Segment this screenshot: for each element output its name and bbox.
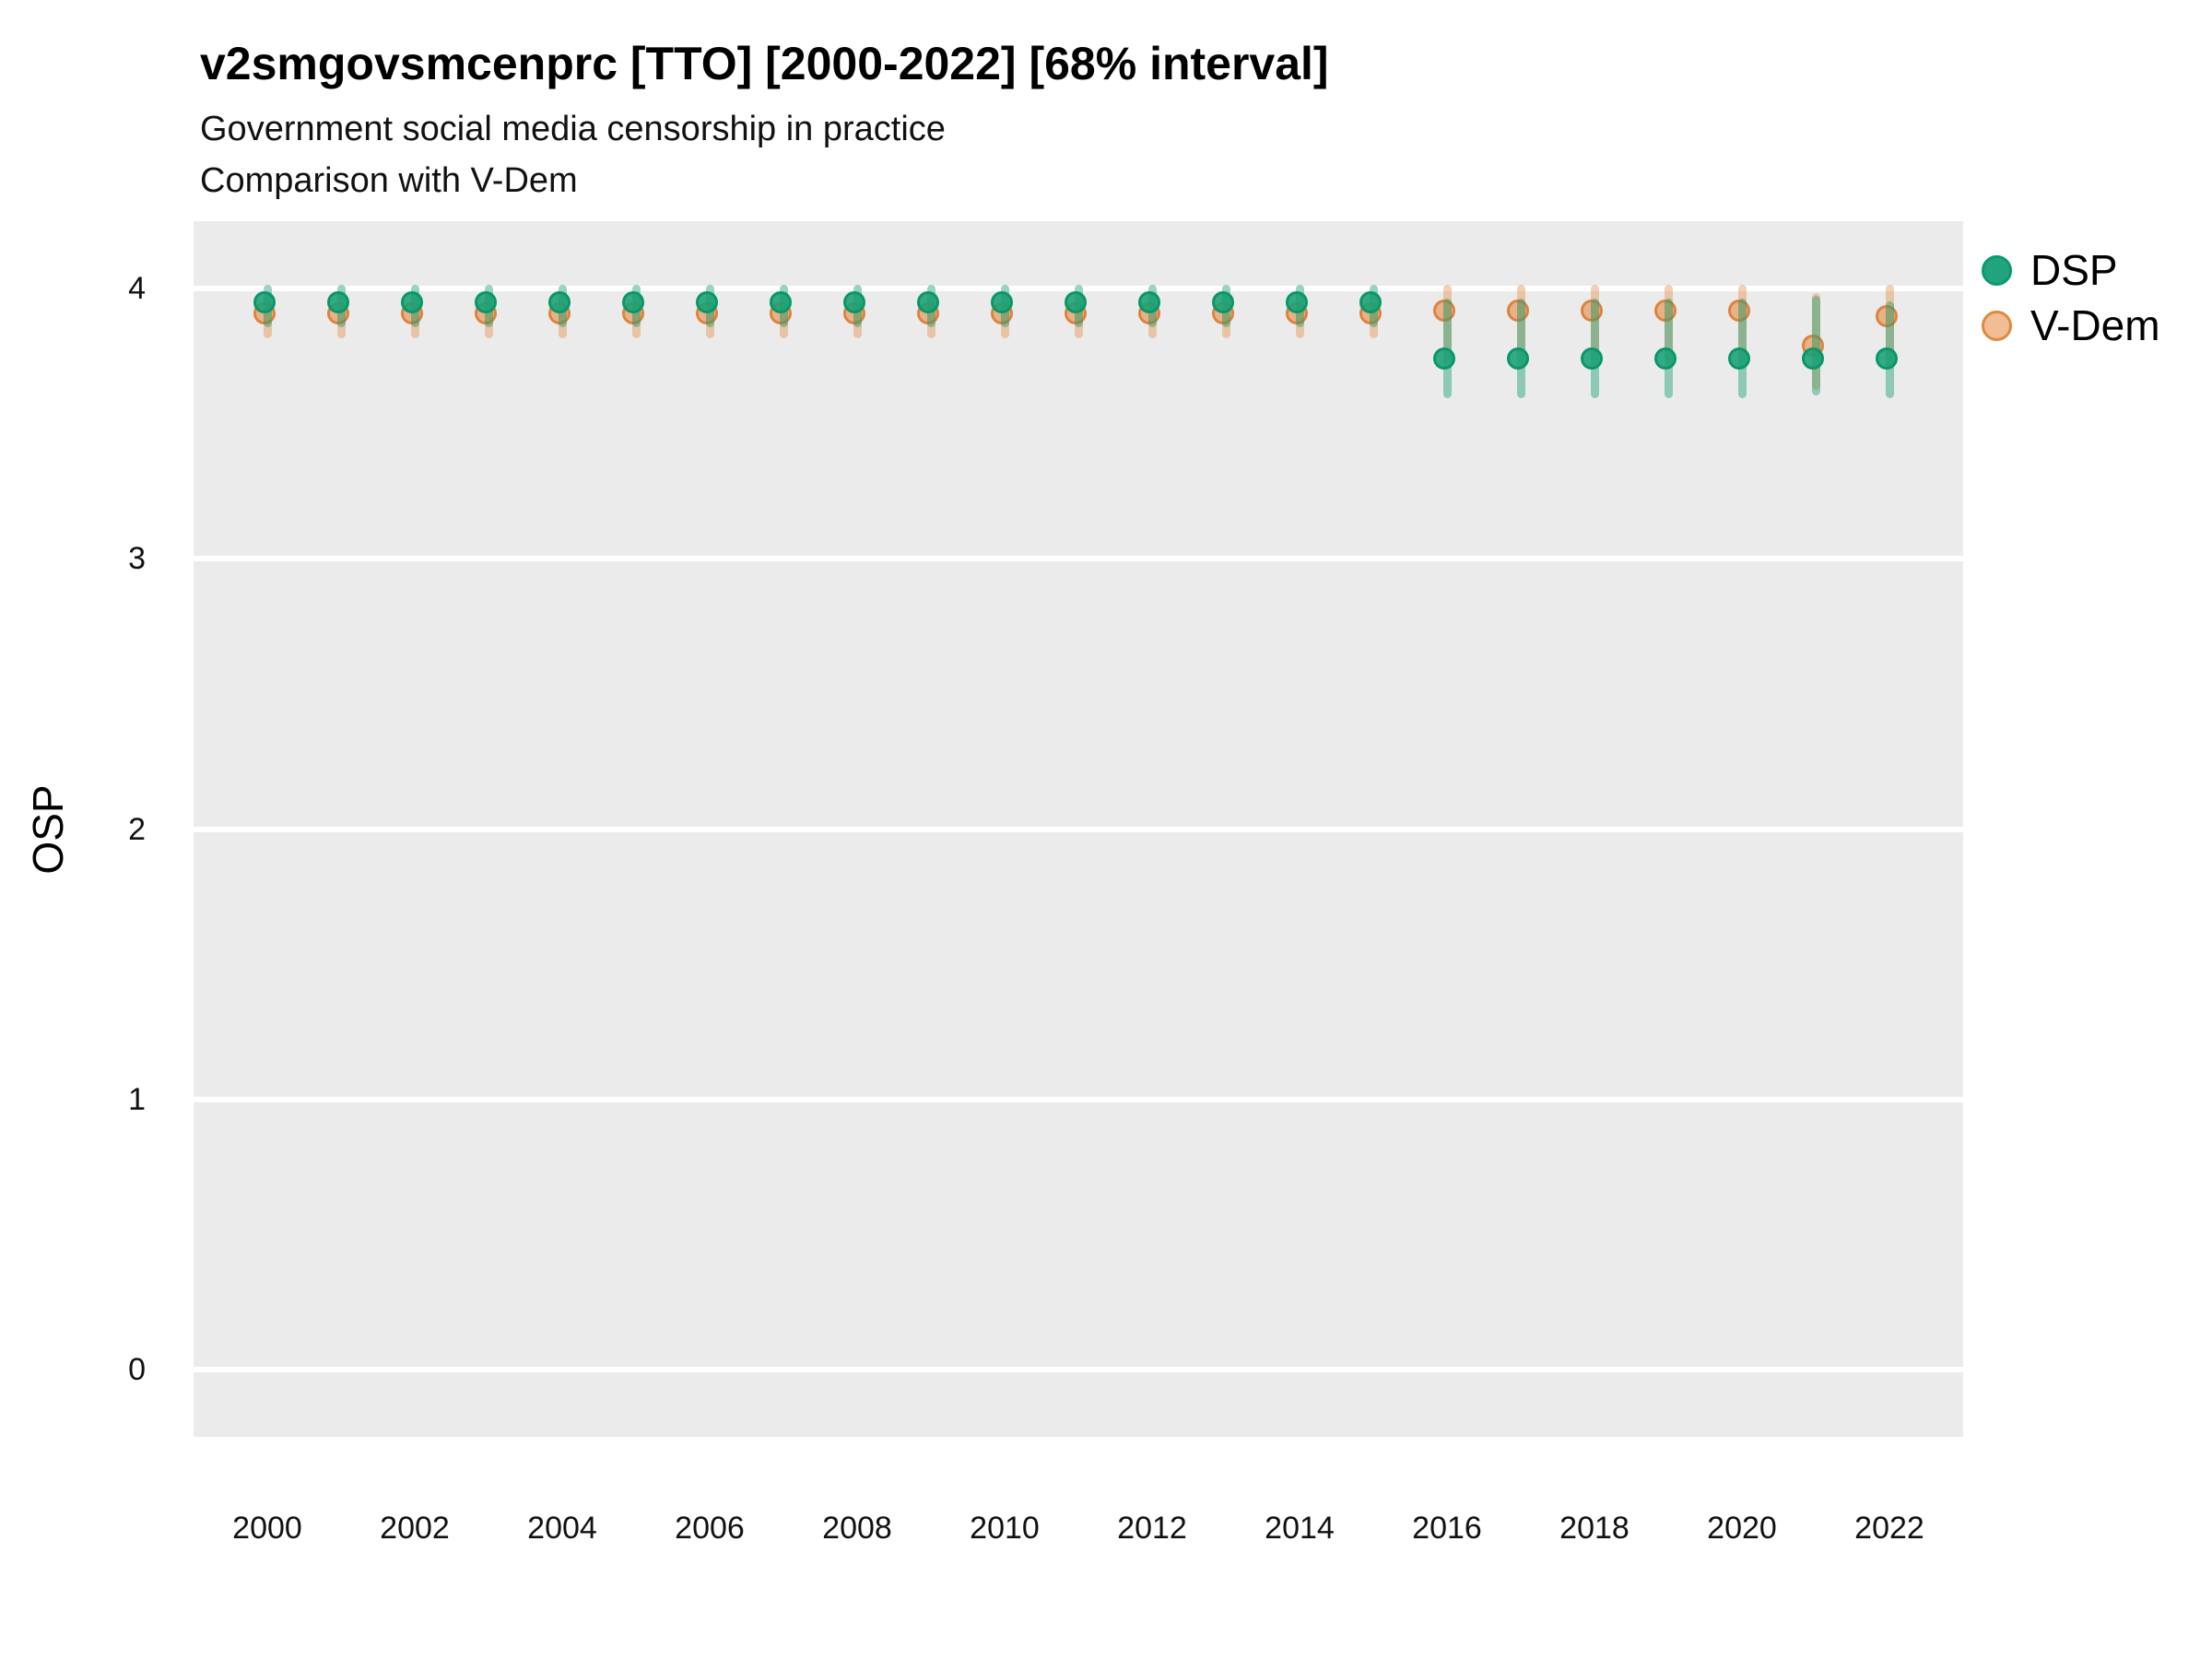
- vdem-point-2016: [1433, 299, 1455, 322]
- dsp-legend-swatch-icon: [1982, 254, 2012, 286]
- dsp-point-2005: [622, 290, 644, 313]
- dsp-point-2004: [548, 290, 571, 313]
- x-tick-label-2008: 2008: [822, 1511, 892, 1546]
- dsp-point-2011: [1065, 290, 1087, 313]
- x-tick-label-2002: 2002: [380, 1511, 450, 1546]
- legend-label-dsp: DSP: [2030, 246, 2118, 294]
- legend: DSP V-Dem: [1982, 246, 2160, 349]
- legend-label-vdem: V-Dem: [2030, 301, 2160, 349]
- x-tick-label-2004: 2004: [527, 1511, 597, 1546]
- y-tick-label-0: 0: [128, 1351, 146, 1387]
- vdem-point-2018: [1581, 299, 1603, 322]
- dsp-point-2009: [917, 290, 939, 313]
- dsp-point-2012: [1138, 290, 1160, 313]
- vdem-interval-2020: [1737, 285, 1747, 363]
- chart-subtitle-line2: Comparison with V-Dem: [200, 161, 578, 200]
- dsp-point-2007: [770, 290, 792, 313]
- legend-item-dsp: DSP: [1982, 246, 2160, 294]
- legend-item-vdem: V-Dem: [1982, 301, 2160, 349]
- y-tick-label-4: 4: [128, 271, 146, 307]
- vdem-point-2022: [1876, 304, 1898, 327]
- vdem-point-2017: [1507, 299, 1529, 322]
- gridline-y-3: [194, 556, 1963, 562]
- dsp-point-2022: [1876, 347, 1898, 371]
- dsp-point-2008: [843, 290, 865, 313]
- vdem-point-2019: [1654, 299, 1677, 322]
- plot-panel: [194, 221, 1963, 1437]
- dsp-point-2014: [1286, 290, 1308, 313]
- dsp-point-2017: [1507, 347, 1529, 371]
- x-tick-label-2016: 2016: [1412, 1511, 1482, 1546]
- chart-title: v2smgovsmcenprc [TTO] [2000-2022] [68% i…: [200, 38, 1329, 89]
- x-tick-label-2018: 2018: [1559, 1511, 1630, 1546]
- x-tick-label-2006: 2006: [675, 1511, 745, 1546]
- dsp-point-2018: [1581, 347, 1603, 371]
- x-tick-label-2022: 2022: [1854, 1511, 1924, 1546]
- vdem-legend-swatch-icon: [1982, 310, 2012, 341]
- dsp-point-2021: [1802, 347, 1824, 371]
- y-tick-label-3: 3: [128, 541, 146, 577]
- chart-subtitle-line1: Government social media censorship in pr…: [200, 110, 946, 148]
- dsp-point-2013: [1212, 290, 1234, 313]
- vdem-interval-2016: [1442, 285, 1452, 363]
- gridline-y-2: [194, 826, 1963, 832]
- dsp-point-2001: [327, 290, 349, 313]
- x-tick-label-2014: 2014: [1265, 1511, 1335, 1546]
- dsp-point-2000: [253, 290, 276, 313]
- x-tick-label-2012: 2012: [1117, 1511, 1187, 1546]
- dsp-point-2006: [696, 290, 718, 313]
- gridline-y-0: [194, 1366, 1963, 1372]
- chart-subtitle: Government social media censorship in pr…: [200, 103, 946, 206]
- vdem-interval-2018: [1590, 285, 1599, 363]
- y-tick-label-1: 1: [128, 1081, 146, 1117]
- vdem-point-2020: [1728, 299, 1750, 322]
- dsp-point-2002: [401, 290, 423, 313]
- dsp-point-2015: [1359, 290, 1382, 313]
- dsp-interval-2021: [1811, 296, 1820, 395]
- x-tick-label-2000: 2000: [232, 1511, 302, 1546]
- dsp-point-2020: [1728, 347, 1750, 371]
- x-tick-label-2010: 2010: [970, 1511, 1040, 1546]
- gridline-y-4: [194, 286, 1963, 292]
- gridline-y-1: [194, 1096, 1963, 1102]
- dsp-point-2010: [991, 290, 1013, 313]
- x-tick-label-2020: 2020: [1707, 1511, 1777, 1546]
- dsp-point-2016: [1433, 347, 1455, 371]
- vdem-interval-2019: [1664, 285, 1673, 363]
- vdem-interval-2017: [1516, 285, 1525, 363]
- y-tick-label-2: 2: [128, 811, 146, 847]
- dsp-point-2019: [1654, 347, 1677, 371]
- dsp-point-2003: [475, 290, 497, 313]
